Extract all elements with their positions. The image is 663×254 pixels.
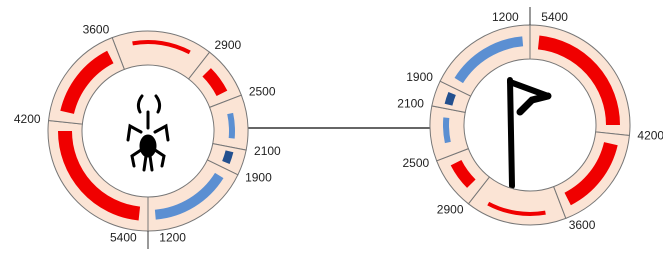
segment-arc: [230, 114, 232, 139]
boundary-label: 1200: [492, 10, 519, 24]
boundary-label: 1900: [406, 70, 433, 84]
boundary-label: 2500: [249, 84, 276, 98]
right-icon: [510, 80, 548, 186]
segment-arc: [226, 151, 230, 162]
boundary-label: 2900: [437, 202, 464, 216]
segment-arc: [448, 94, 452, 105]
boundary-label: 1200: [159, 231, 186, 245]
boundary-label: 2100: [254, 144, 281, 158]
left-icon: [128, 96, 168, 170]
boundary-label: 4200: [637, 128, 663, 142]
boundary-label: 3600: [83, 22, 110, 36]
boundary-label: 3600: [569, 218, 596, 232]
boundary-label: 2900: [214, 38, 241, 52]
diagram: 3600 2900 2500 2100 1900 1200 5400 4200 3600 2900…: [0, 0, 663, 254]
boundary-label: 5400: [541, 10, 568, 24]
ring-segment: [148, 160, 238, 231]
boundary-label: 1900: [245, 171, 272, 185]
segment-arc: [446, 118, 448, 143]
boundary-label: 5400: [110, 231, 137, 245]
boundary-label: 2100: [397, 97, 424, 111]
boundary-label: 2500: [402, 156, 429, 170]
ring: 3600 2900 2500 2100 1900 1200 5400 4200: [397, 7, 663, 232]
boundary-label: 4200: [14, 112, 41, 126]
